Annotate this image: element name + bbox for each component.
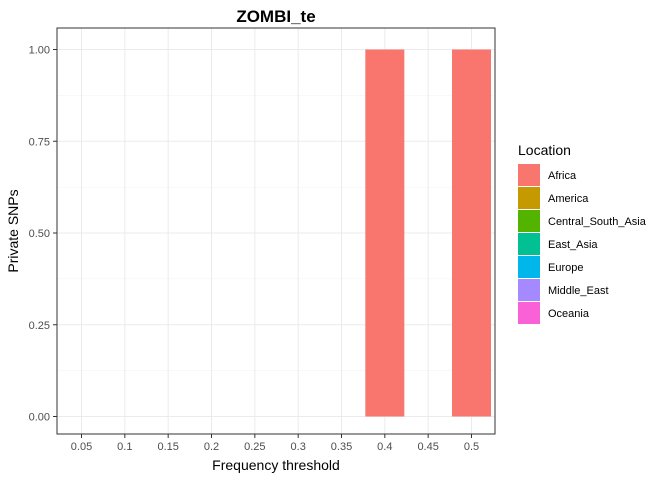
y-tick-label: 0.00 [29, 412, 50, 424]
x-tick-label: 0.1 [117, 441, 132, 453]
x-tick-label: 0.35 [331, 441, 352, 453]
legend-label-africa: Africa [548, 170, 577, 182]
x-tick-label: 0.5 [464, 441, 479, 453]
legend-label-central-south-asia: Central_South_Asia [548, 216, 647, 228]
plot-panel-border [56, 27, 496, 435]
legend-swatch-central-south-asia [518, 210, 540, 232]
legend-swatch-america [518, 187, 540, 209]
legend-swatch-east-asia [518, 233, 540, 255]
legend-label-east-asia: East_Asia [548, 239, 598, 251]
x-tick-label: 0.2 [204, 441, 219, 453]
legend-label-middle-east: Middle_East [548, 285, 609, 297]
x-tick-label: 0.3 [291, 441, 306, 453]
y-tick-label: 1.00 [29, 45, 50, 57]
x-axis-title: Frequency threshold [212, 457, 340, 473]
x-tick-label: 0.15 [157, 441, 178, 453]
legend-swatch-europe [518, 256, 540, 278]
legend-label-europe: Europe [548, 262, 583, 274]
gridlines [57, 28, 495, 434]
x-axis: 0.05 0.1 0.15 0.2 0.25 0.3 0.35 0.4 0.45 0.5 [71, 434, 479, 453]
y-tick-label: 0.75 [29, 136, 50, 148]
legend: Africa America Central_South_Asia East_Asia… [518, 164, 647, 324]
y-tick-label: 0.25 [29, 320, 50, 332]
legend-label-oceania: Oceania [548, 308, 590, 320]
x-tick-label: 0.25 [244, 441, 265, 453]
bar-africa-0.5 [451, 49, 491, 417]
x-tick-label: 0.05 [71, 441, 92, 453]
x-tick-label: 0.4 [377, 441, 392, 453]
legend-label-america: America [548, 193, 589, 205]
y-axis-title: Private SNPs [5, 189, 21, 272]
bars [365, 49, 491, 417]
legend-swatch-middle-east [518, 279, 540, 301]
bar-africa-0.4 [365, 49, 405, 417]
y-axis: 0.00 0.25 0.50 0.75 1.00 [29, 45, 57, 424]
y-tick-label: 0.50 [29, 228, 50, 240]
chart-title: ZOMBI_te [236, 7, 315, 26]
legend-swatch-oceania [518, 302, 540, 324]
legend-title: Location [518, 142, 571, 158]
x-tick-label: 0.45 [417, 441, 438, 453]
legend-swatch-africa [518, 164, 540, 186]
